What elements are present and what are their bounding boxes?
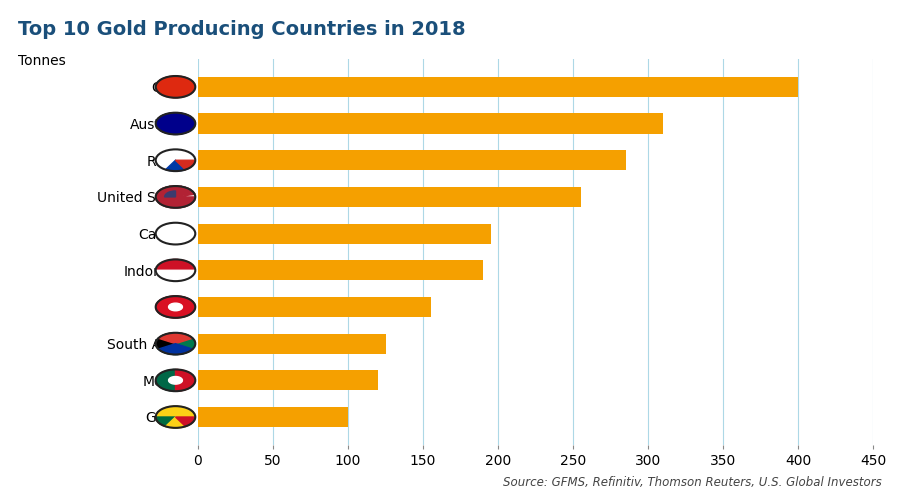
Bar xyxy=(198,77,798,97)
Text: Top 10 Gold Producing Countries in 2018: Top 10 Gold Producing Countries in 2018 xyxy=(18,20,465,39)
Text: Source: GFMS, Refinitiv, Thomson Reuters, U.S. Global Investors: Source: GFMS, Refinitiv, Thomson Reuters… xyxy=(503,476,882,489)
Bar xyxy=(198,333,385,354)
Text: Tonnes: Tonnes xyxy=(18,54,66,68)
Bar xyxy=(198,114,663,134)
Bar xyxy=(198,297,430,317)
Bar xyxy=(198,407,348,427)
Bar xyxy=(198,370,378,390)
Bar xyxy=(198,187,580,207)
Bar xyxy=(198,260,483,281)
Bar xyxy=(198,223,491,244)
Bar xyxy=(198,150,626,170)
